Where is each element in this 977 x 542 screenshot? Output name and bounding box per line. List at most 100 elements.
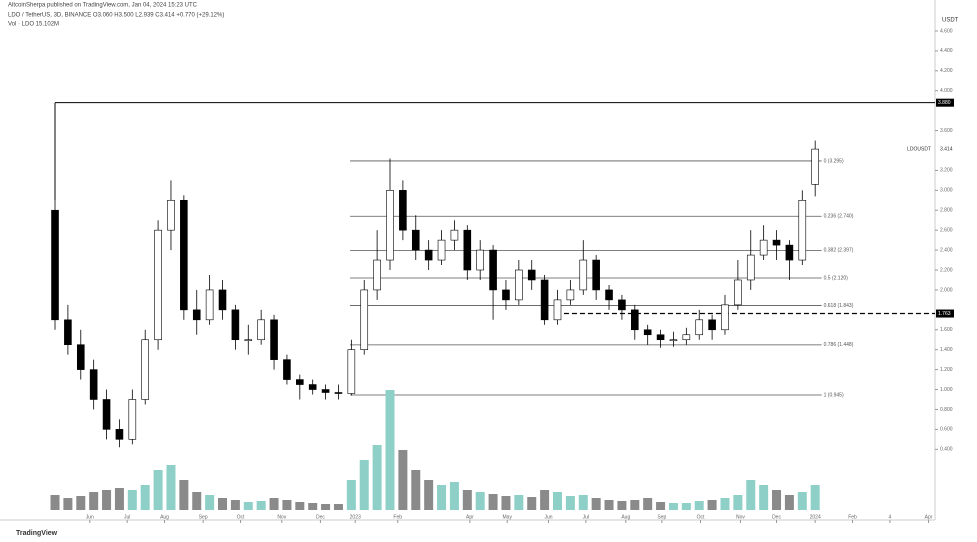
volume-bar bbox=[282, 500, 292, 510]
fib-label: 0.5 (2.120) bbox=[824, 275, 849, 281]
fib-label: 1 (0.945) bbox=[824, 392, 844, 398]
volume-bar bbox=[746, 480, 756, 510]
fib-label: 0 (3.295) bbox=[824, 158, 844, 164]
volume-bar bbox=[501, 496, 511, 510]
y-tick-label: 1.200 bbox=[940, 367, 953, 373]
candle-body bbox=[102, 399, 111, 430]
x-tick-label: Dec bbox=[772, 514, 781, 520]
volume-bar bbox=[643, 498, 653, 510]
candle-body bbox=[592, 259, 600, 291]
volume-bar bbox=[321, 504, 331, 510]
volume-bar bbox=[166, 465, 176, 510]
x-tick-label: Nov bbox=[277, 514, 286, 520]
volume-bar bbox=[140, 485, 150, 510]
x-tick-label: Jul bbox=[124, 514, 130, 520]
volume-bar bbox=[179, 480, 189, 510]
volume-bar bbox=[784, 495, 794, 510]
y-tick-label: 1.000 bbox=[940, 387, 953, 393]
y-tick-label: 2.400 bbox=[940, 247, 953, 253]
volume-bar bbox=[333, 504, 343, 510]
candle-body bbox=[785, 244, 794, 261]
candle-body bbox=[192, 309, 201, 321]
candle-body bbox=[553, 299, 562, 321]
price-tag-label: 3.880 bbox=[938, 100, 951, 106]
x-tick-label: Aug bbox=[621, 514, 630, 520]
fib-label: 0.618 (1.843) bbox=[824, 303, 854, 309]
candle-body bbox=[682, 334, 691, 341]
volume-bar bbox=[591, 498, 601, 510]
volume-bar bbox=[372, 445, 382, 510]
candle-body bbox=[115, 429, 124, 440]
candle-body bbox=[489, 249, 497, 291]
candle-body bbox=[772, 239, 781, 246]
x-tick-label: Oct bbox=[237, 514, 245, 520]
volume-bar bbox=[411, 470, 421, 510]
volume-bar bbox=[681, 503, 691, 510]
volume-bar bbox=[810, 485, 820, 510]
volume-bar bbox=[76, 496, 86, 510]
candle-body bbox=[798, 199, 807, 261]
candle-body bbox=[296, 379, 304, 385]
candle-body bbox=[154, 229, 162, 341]
candle-body bbox=[437, 239, 446, 261]
x-tick-label: Sep bbox=[199, 514, 208, 520]
y-tick-label: 2.200 bbox=[940, 267, 953, 273]
candle-body bbox=[643, 329, 652, 336]
volume-bar bbox=[707, 500, 717, 510]
candle-body bbox=[76, 344, 85, 370]
price-tag bbox=[936, 309, 954, 318]
volume-bar bbox=[733, 495, 743, 510]
candle-body bbox=[618, 299, 626, 311]
fib-label: 0.236 (2.740) bbox=[824, 214, 854, 220]
volume-bar bbox=[437, 485, 447, 510]
x-tick-label: Jul bbox=[583, 514, 589, 520]
volume-bar bbox=[218, 498, 228, 510]
candle-body bbox=[424, 249, 433, 261]
x-tick-label: May bbox=[503, 514, 513, 520]
x-tick-label: 2023 bbox=[350, 514, 361, 520]
publisher: AltcoinSherpa published on TradingView.c… bbox=[8, 3, 198, 9]
candle-body bbox=[721, 304, 729, 331]
volume-bar bbox=[630, 500, 640, 510]
x-tick-label: 2024 bbox=[810, 514, 821, 520]
y-tick-label: 4.000 bbox=[940, 88, 953, 94]
y-tick-label: 0.400 bbox=[940, 447, 953, 453]
x-tick-label: 4 bbox=[889, 514, 892, 520]
candle-body bbox=[656, 334, 665, 341]
candle-body bbox=[321, 389, 330, 393]
volume-bar bbox=[114, 488, 124, 510]
fib-label: 0.786 (1.448) bbox=[824, 342, 854, 348]
volume-bar bbox=[694, 501, 704, 510]
y-tick-label: 0.600 bbox=[940, 427, 953, 433]
volume-bar bbox=[475, 492, 485, 510]
volume-bar bbox=[527, 497, 537, 510]
candle-body bbox=[734, 279, 742, 306]
candle-body bbox=[205, 289, 214, 321]
volume-bar bbox=[668, 503, 678, 510]
candle-body bbox=[64, 319, 72, 346]
y-tick-label: 3.600 bbox=[940, 128, 953, 134]
volume-bar bbox=[514, 495, 524, 510]
x-tick-label: Feb bbox=[393, 514, 402, 520]
volume-bar bbox=[243, 502, 253, 510]
volume-bar bbox=[398, 450, 408, 510]
y-tick-label: 3.200 bbox=[940, 168, 953, 174]
price-tag-label: 1.763 bbox=[938, 311, 951, 317]
y-tick-label: 0.800 bbox=[940, 407, 953, 413]
y-tick-label: 3.000 bbox=[940, 188, 953, 194]
volume-bar bbox=[488, 494, 498, 510]
candle-body bbox=[605, 289, 613, 301]
candle-body bbox=[811, 148, 819, 185]
y-tick-label: 1.600 bbox=[940, 327, 953, 333]
volume-bar bbox=[604, 500, 614, 510]
candle-body bbox=[244, 339, 253, 342]
candle-body bbox=[89, 369, 98, 400]
candle-body bbox=[759, 239, 768, 256]
x-tick-label: Aug bbox=[160, 514, 169, 520]
candle-body bbox=[51, 209, 59, 321]
volume-bar bbox=[359, 460, 369, 510]
volume-bar bbox=[462, 490, 472, 510]
axis-label: USDT bbox=[942, 18, 959, 24]
volume-bar bbox=[153, 470, 163, 510]
